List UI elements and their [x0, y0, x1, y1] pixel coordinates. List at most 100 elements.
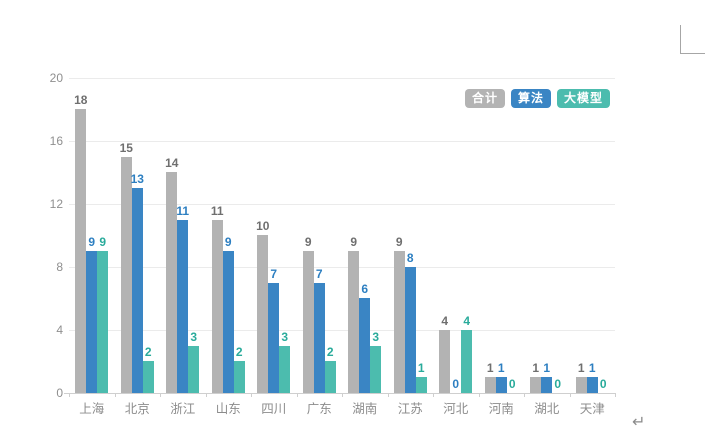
paragraph-return-mark: ↵: [632, 412, 646, 431]
bar-value-label: 0: [452, 377, 460, 391]
x-axis-tick: [524, 393, 525, 397]
x-axis-label-广东: 广东: [306, 402, 332, 416]
x-axis-label-天津: 天津: [579, 402, 605, 416]
x-axis-tick: [342, 393, 343, 397]
gridline-20: [69, 78, 615, 79]
gridline-4: [69, 330, 615, 331]
bar-大模型-四川: [279, 346, 291, 393]
bar-算法-湖北: [541, 377, 553, 393]
bar-大模型-湖南: [370, 346, 382, 393]
bar-合计-湖南: [348, 251, 360, 393]
x-axis-label-江苏: 江苏: [397, 402, 423, 416]
bar-算法-北京: [131, 188, 143, 393]
bar-value-label: 9: [224, 235, 232, 249]
bar-value-label: 3: [281, 330, 289, 344]
bar-合计-上海: [75, 109, 87, 393]
bar-合计-广东: [302, 251, 314, 393]
bar-value-label: 4: [441, 314, 449, 328]
bar-大模型-上海: [97, 251, 109, 393]
x-axis-line: [64, 393, 615, 394]
bar-value-label: 9: [350, 235, 358, 249]
bar-value-label: 2: [235, 345, 243, 359]
y-axis-tick-label: 0: [56, 386, 63, 400]
bar-value-label: 13: [130, 172, 144, 186]
chart-legend: 合计 算法 大模型: [465, 89, 611, 108]
bar-算法-河南: [495, 377, 507, 393]
x-axis-label-上海: 上海: [79, 402, 105, 416]
legend-item-大模型[interactable]: 大模型: [557, 89, 611, 108]
bar-合计-浙江: [166, 172, 178, 393]
bar-value-label: 8: [406, 251, 414, 265]
bar-合计-山东: [211, 220, 223, 393]
bar-value-label: 6: [361, 282, 369, 296]
bar-算法-江苏: [404, 267, 416, 393]
bar-value-label: 3: [190, 330, 198, 344]
legend-item-合计[interactable]: 合计: [465, 89, 506, 108]
bar-算法-广东: [313, 283, 325, 393]
bar-value-label: 18: [74, 93, 88, 107]
y-axis-tick-label: 12: [49, 197, 63, 211]
x-axis-label-湖南: 湖南: [352, 402, 378, 416]
legend-item-算法[interactable]: 算法: [511, 89, 552, 108]
bar-value-label: 1: [417, 361, 425, 375]
x-axis-label-湖北: 湖北: [534, 402, 560, 416]
bar-合计-湖北: [530, 377, 542, 393]
bar-大模型-江苏: [415, 377, 427, 393]
x-axis-tick: [114, 393, 116, 397]
bar-合计-北京: [120, 157, 132, 393]
bar-算法-浙江: [177, 220, 189, 393]
x-axis-label-四川: 四川: [261, 402, 287, 416]
x-axis-label-河北: 河北: [443, 402, 469, 416]
bar-合计-河北: [439, 330, 451, 393]
x-axis-tick: [251, 393, 252, 397]
x-axis-tick: [387, 393, 389, 397]
bar-value-label: 0: [599, 377, 607, 391]
gridline-8: [69, 267, 615, 268]
bar-value-label: 9: [99, 235, 107, 249]
bar-value-label: 7: [315, 267, 323, 281]
gridline-16: [69, 141, 615, 142]
x-axis-tick: [69, 393, 70, 397]
bar-value-label: 2: [144, 345, 152, 359]
x-axis-tick: [569, 393, 571, 397]
x-axis-tick: [478, 393, 480, 397]
bar-value-label: 14: [165, 156, 179, 170]
bar-value-label: 1: [497, 361, 505, 375]
bar-value-label: 9: [395, 235, 403, 249]
x-axis-label-北京: 北京: [124, 402, 150, 416]
x-axis-tick: [615, 393, 616, 397]
y-axis-tick-label: 20: [49, 71, 63, 85]
bar-value-label: 4: [463, 314, 471, 328]
bar-value-label: 9: [88, 235, 96, 249]
bar-value-label: 11: [176, 204, 190, 218]
bar-算法-四川: [268, 283, 280, 393]
page-corner-mark-vertical: [680, 25, 681, 53]
bar-value-label: 10: [256, 219, 270, 233]
bar-合计-河南: [484, 377, 496, 393]
bar-大模型-北京: [142, 361, 154, 393]
bar-算法-湖南: [359, 298, 371, 393]
y-axis-tick-label: 8: [56, 260, 63, 274]
bar-value-label: 1: [532, 361, 540, 375]
bar-合计-江苏: [393, 251, 405, 393]
bar-value-label: 1: [588, 361, 596, 375]
bar-value-label: 0: [554, 377, 562, 391]
bar-value-label: 3: [372, 330, 380, 344]
x-axis-tick: [433, 393, 434, 397]
bar-value-label: 11: [210, 204, 224, 218]
x-axis-tick: [296, 393, 298, 397]
x-axis-label-山东: 山东: [215, 402, 241, 416]
bar-value-label: 0: [508, 377, 516, 391]
bar-value-label: 15: [119, 141, 133, 155]
bar-算法-天津: [586, 377, 598, 393]
bar-算法-上海: [86, 251, 98, 393]
bar-大模型-广东: [324, 361, 336, 393]
bar-合计-四川: [257, 235, 269, 393]
y-axis-tick-label: 4: [56, 323, 63, 337]
bar-value-label: 7: [270, 267, 278, 281]
bar-value-label: 1: [486, 361, 494, 375]
bar-大模型-河北: [461, 330, 473, 393]
x-axis-tick: [160, 393, 161, 397]
bar-合计-天津: [575, 377, 587, 393]
